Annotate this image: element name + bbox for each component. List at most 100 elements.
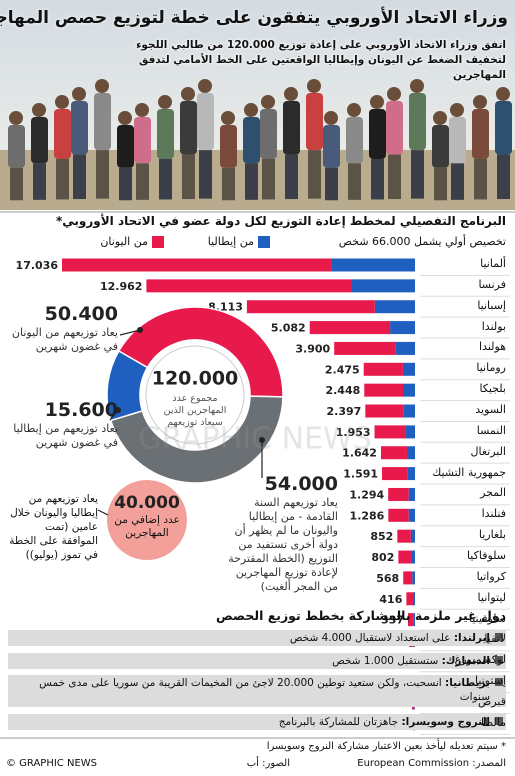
- photo-figure: [262, 158, 275, 200]
- donut-hole: [145, 345, 245, 445]
- bar-segment: [411, 550, 415, 564]
- photo-figure: [284, 87, 298, 101]
- photo-figure: [244, 103, 258, 117]
- photo-figure: [409, 93, 426, 151]
- donut-total: 120.000: [152, 368, 239, 390]
- photo-figure: [117, 125, 134, 168]
- footer-photo: الصور: أب: [246, 758, 290, 769]
- photo-figure: [433, 111, 447, 125]
- pie-annotation: 50.400 يعاد توزيعهم من اليونان في غضون شه…: [8, 302, 118, 354]
- photo-figure: [134, 117, 151, 164]
- photo-figure: [451, 163, 464, 200]
- opt-out-text: الدنمارك: ستستقبل 1.000 شخص: [14, 654, 490, 668]
- photo-figure: [308, 150, 321, 199]
- extra-circle: [107, 480, 187, 560]
- photo-figure: [370, 95, 384, 109]
- opt-out-bullet: [495, 656, 503, 664]
- category-label: إستونيا: [474, 674, 506, 688]
- category-label: السويد: [475, 403, 506, 417]
- bar-segment: [351, 279, 415, 293]
- subtitle: اتفق وزراء الاتحاد الأوروبي على إعادة تو…: [136, 39, 506, 81]
- opt-out-row: [8, 630, 506, 646]
- bar-segment: [412, 571, 415, 585]
- bar-segment: [413, 613, 415, 627]
- category-label: ليتوانيا: [477, 590, 506, 604]
- bar-segment: [403, 571, 413, 585]
- photo-figure: [199, 150, 212, 199]
- bar-total-label: 852: [370, 530, 393, 543]
- bar-total-label: 1.286: [350, 509, 385, 522]
- category-label: لاتفيا: [484, 632, 506, 646]
- photo-figure: [180, 101, 197, 155]
- photo-figure: [96, 150, 109, 199]
- bar-segment: [408, 508, 415, 522]
- bar-total-label: 568: [376, 572, 399, 585]
- photo-figure: [473, 95, 487, 109]
- photo-figure: [9, 111, 23, 125]
- bar-total-label: 2.448: [325, 384, 360, 397]
- photo-figure: [434, 167, 447, 201]
- bar-segment: [410, 529, 415, 543]
- photo-figure: [371, 158, 384, 200]
- photo-figure: [324, 111, 338, 125]
- bar-segment: [334, 341, 396, 355]
- photo-figure: [157, 109, 174, 159]
- pie-annotation: 15.600 يعاد توزيعهم من إيطاليا في غضون شه…: [8, 398, 118, 450]
- bar-total-label: 17.036: [16, 259, 59, 272]
- bar-segment: [380, 446, 407, 460]
- photo-figure: [136, 163, 149, 200]
- photo-figure: [94, 93, 111, 151]
- photo-figure: [54, 109, 71, 159]
- category-label: كرواتيا: [476, 569, 506, 583]
- bar-segment: [402, 362, 415, 376]
- bar-total-label: 416: [379, 593, 402, 606]
- photo-figure: [497, 154, 510, 200]
- photo-figure: [495, 101, 512, 155]
- bar-segment: [412, 592, 415, 606]
- category-label: مالطا: [481, 715, 506, 729]
- category-label: رومانيا: [476, 361, 506, 375]
- bar-total-label: 2.397: [327, 405, 362, 418]
- opt-out-detail: ستستقبل 1.000 شخص: [332, 655, 439, 667]
- photo-figure: [474, 158, 487, 200]
- photo-figure: [243, 117, 260, 164]
- pie-annotation-text: يعاد توزيعهم من اليونان في غضون شهرين: [11, 326, 118, 353]
- footer-source: المصدر: European Commission: [357, 758, 506, 769]
- category-label: بلغاريا: [478, 528, 506, 542]
- photo-figure: [307, 79, 321, 93]
- legend-swatch: [258, 236, 270, 248]
- bar-total-label: 1.294: [349, 488, 384, 501]
- category-label: فنلندا: [481, 507, 506, 521]
- photo-figure: [260, 109, 277, 159]
- bar-segment: [374, 300, 415, 314]
- opt-out-row: [8, 675, 506, 707]
- extra-label: عدد إضافي من المهاجرين: [114, 514, 180, 539]
- bar-segment: [395, 341, 415, 355]
- bar-total-label: 1.642: [342, 447, 377, 460]
- category-label: جمهورية التشيك: [432, 465, 506, 479]
- opt-out-detail: انسحبت، ولكن ستعيد توطين 20.000 لاجئ من …: [39, 677, 490, 703]
- photo-figure: [348, 163, 361, 200]
- extra-value-label: 40.000: [114, 493, 180, 513]
- photo-figure: [450, 103, 464, 117]
- opt-out-country: بريطانيا:: [445, 677, 490, 689]
- bar-total-label: 2.475: [325, 363, 360, 376]
- leader-line: [97, 509, 109, 516]
- footer-credit: © GRAPHIC NEWS: [6, 758, 98, 769]
- category-label: بلجيكا: [479, 382, 506, 396]
- photo-figure: [95, 79, 109, 93]
- category-label: النمسا: [476, 423, 506, 437]
- photo-figure: [261, 95, 275, 109]
- opt-out-bullet: [495, 633, 503, 641]
- bar-segment: [363, 362, 403, 376]
- bar-segment: [406, 446, 415, 460]
- bar-segment: [364, 383, 404, 397]
- bar-segment: [403, 404, 415, 418]
- photo-figure: [33, 163, 46, 200]
- opt-out-text: بريطانيا: انسحبت، ولكن ستعيد توطين 20.00…: [14, 676, 490, 704]
- bar-segment: [62, 258, 332, 272]
- photo-figure: [8, 125, 25, 168]
- opt-out-bullet: [495, 678, 503, 686]
